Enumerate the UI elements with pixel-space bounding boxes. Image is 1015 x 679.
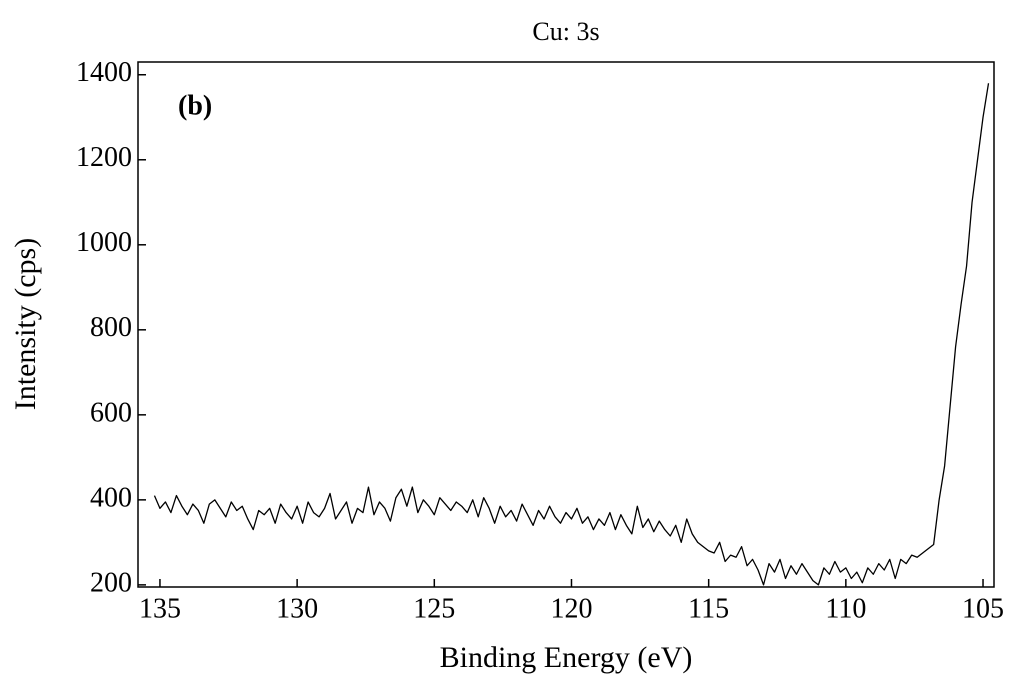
x-tick-label: 110 [825,593,866,624]
x-tick-label: 130 [276,593,318,624]
y-tick-label: 400 [90,482,132,513]
y-tick-label: 1200 [76,142,132,173]
y-tick-label: 1400 [76,57,132,88]
x-tick-label: 105 [962,593,1004,624]
x-tick-label: 135 [139,593,181,624]
x-tick-label: 120 [550,593,592,624]
chart-title: Cu: 3s [532,17,599,46]
y-tick-label: 600 [90,397,132,428]
plot-frame [137,61,995,588]
y-tick-label: 200 [90,567,132,598]
y-tick-label: 800 [90,312,132,343]
panel-label: (b) [178,90,212,121]
x-tick-label: 125 [413,593,455,624]
x-axis-label: Binding Energy (eV) [440,641,693,674]
spectrum-line [153,83,990,586]
x-tick-label: 115 [688,593,729,624]
y-tick-label: 1000 [76,227,132,258]
y-axis-label: Intensity (cps) [9,238,42,410]
